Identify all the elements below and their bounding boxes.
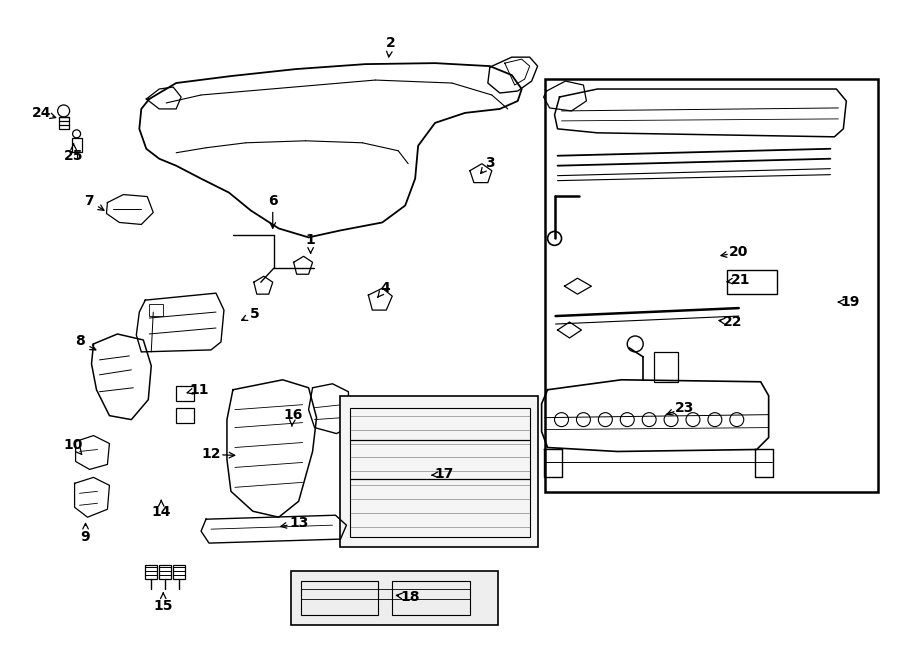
Text: 22: 22 (723, 315, 742, 329)
Bar (145, 565, 158, 579)
Text: 17: 17 (435, 467, 454, 481)
Text: 14: 14 (151, 505, 171, 520)
Text: 9: 9 (81, 530, 90, 544)
Text: 10: 10 (64, 438, 84, 451)
Bar (149, 304, 163, 316)
Bar (58, 117, 68, 129)
Text: 2: 2 (385, 36, 395, 50)
Text: 23: 23 (675, 401, 695, 414)
Bar (291, 571, 498, 625)
Bar (727, 270, 777, 294)
Text: 6: 6 (268, 194, 277, 208)
Text: 21: 21 (731, 273, 751, 288)
Text: 5: 5 (250, 307, 260, 321)
Text: 15: 15 (154, 599, 173, 613)
Bar (173, 565, 185, 579)
Text: 20: 20 (729, 245, 749, 259)
Text: 12: 12 (202, 447, 220, 461)
Text: 3: 3 (485, 156, 495, 170)
Bar (72, 137, 82, 152)
Text: 1: 1 (306, 233, 316, 247)
Bar (176, 408, 194, 422)
Bar (159, 565, 171, 579)
Bar (176, 386, 194, 401)
Bar (340, 396, 537, 547)
Text: 18: 18 (400, 590, 420, 604)
Text: 7: 7 (84, 194, 94, 208)
Text: 11: 11 (189, 383, 209, 397)
Bar (392, 581, 470, 615)
Text: 16: 16 (283, 408, 302, 422)
Text: 8: 8 (75, 334, 85, 348)
Bar (654, 352, 678, 382)
Text: 13: 13 (289, 516, 309, 530)
Bar (350, 408, 530, 537)
Bar (301, 581, 378, 615)
Text: 19: 19 (841, 295, 860, 309)
Bar (544, 79, 878, 492)
Text: 4: 4 (381, 281, 390, 295)
Text: 25: 25 (64, 149, 84, 163)
Text: 24: 24 (32, 106, 51, 120)
